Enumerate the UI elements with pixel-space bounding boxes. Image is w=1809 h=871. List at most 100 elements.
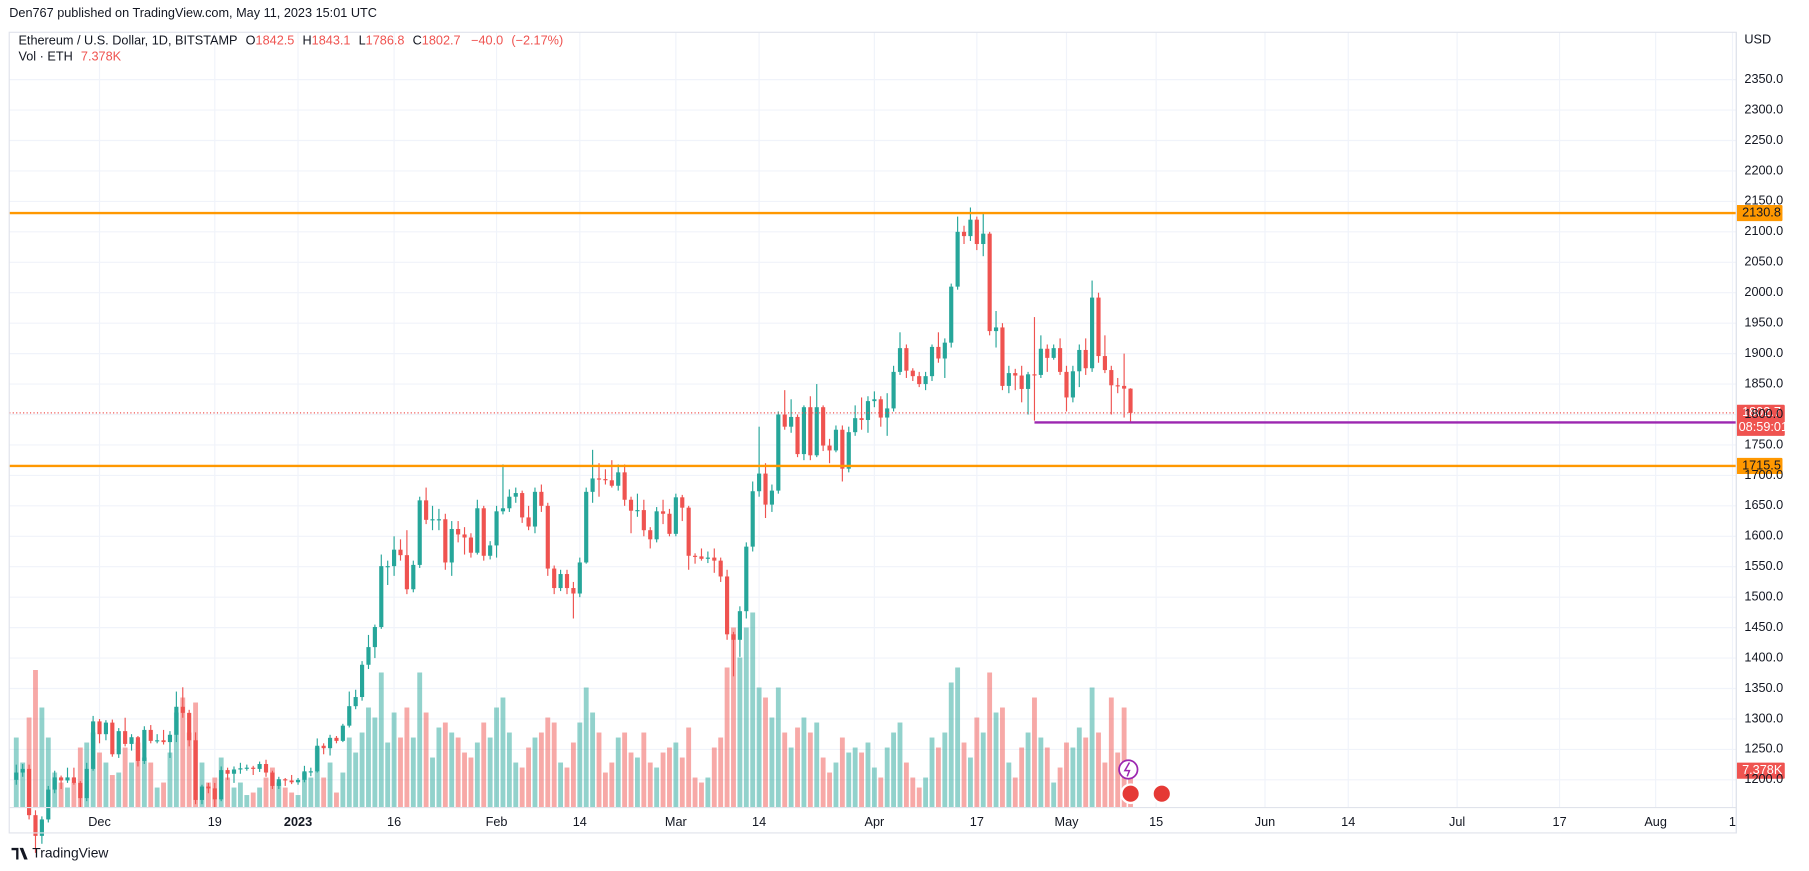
volume-bar xyxy=(692,777,698,808)
volume-bar xyxy=(423,712,429,808)
volume-bar xyxy=(33,670,38,808)
volume-bar xyxy=(660,752,666,808)
volume-bar xyxy=(775,687,781,808)
candles xyxy=(14,207,1133,853)
volume-bar xyxy=(526,747,531,808)
candle-body xyxy=(1102,356,1107,371)
volume-bar xyxy=(833,762,839,808)
candle-body xyxy=(385,566,390,568)
currency: USD xyxy=(1744,33,1771,47)
volume-bar xyxy=(1064,742,1069,808)
candle-body xyxy=(39,819,44,836)
change-pct: (−2.17%) xyxy=(511,34,563,48)
volume-bar xyxy=(359,732,365,808)
candle-body xyxy=(628,499,634,511)
volume-bar xyxy=(1089,687,1095,808)
volume-bar xyxy=(763,697,768,808)
event-icon-bolt xyxy=(1123,762,1131,777)
candle-body xyxy=(929,346,935,377)
candle-body xyxy=(199,786,205,800)
candle-body xyxy=(366,647,371,665)
candle-body xyxy=(974,219,979,245)
candle-body xyxy=(436,519,441,521)
candle-body xyxy=(1019,375,1024,389)
o-label: O xyxy=(246,34,256,48)
candle-body xyxy=(827,445,832,451)
volume-bar xyxy=(622,732,628,808)
volume-bar xyxy=(859,752,864,808)
volume-bar xyxy=(827,772,832,808)
candle-body xyxy=(270,772,275,786)
candle-body xyxy=(52,777,57,790)
volume-bar xyxy=(545,717,551,808)
candle-body xyxy=(789,416,794,427)
candle-body xyxy=(494,511,499,546)
candle-body xyxy=(244,767,249,769)
candle-body xyxy=(1000,327,1005,386)
candle-body xyxy=(353,697,358,707)
volume-bar xyxy=(577,722,583,808)
c-label: C xyxy=(413,34,422,48)
volume-bar xyxy=(282,787,288,808)
volume-bar xyxy=(820,757,826,808)
candle-body xyxy=(641,510,646,531)
volume-bar xyxy=(71,782,77,808)
candle-body xyxy=(1077,349,1082,372)
volume-bar xyxy=(673,742,679,808)
candle-body xyxy=(513,493,518,497)
candle-body xyxy=(59,777,64,781)
volume-bar xyxy=(231,787,237,808)
volume-bar xyxy=(884,747,890,808)
x-tick-label: Jun xyxy=(1255,815,1275,829)
candle-body xyxy=(347,706,352,726)
volume-bar xyxy=(551,722,557,808)
x-tick-label: 1 xyxy=(1729,815,1736,829)
candle-body xyxy=(558,574,563,589)
candle-body xyxy=(699,556,704,559)
change: −40.0 xyxy=(471,34,503,48)
brand: TradingView xyxy=(32,844,109,860)
volume-bar xyxy=(237,782,243,808)
candle-body xyxy=(1058,348,1063,372)
volume-bar xyxy=(449,732,455,808)
y-tick-label: 1950.0 xyxy=(1744,316,1783,330)
candle-body xyxy=(206,786,211,789)
candle-body xyxy=(283,779,288,781)
event-icon[interactable] xyxy=(1118,759,1139,780)
publish-note: Den767 published on TradingView.com, May… xyxy=(9,6,377,20)
volume-bar xyxy=(257,787,263,808)
flag-icon[interactable] xyxy=(1120,783,1142,805)
c-value: 1802.7 xyxy=(422,34,461,48)
candle-body xyxy=(840,429,845,469)
candle-body xyxy=(917,376,922,385)
candle-body xyxy=(1064,371,1069,398)
volume-bar xyxy=(20,762,26,808)
volume-bar xyxy=(750,612,756,808)
candle-body xyxy=(1013,373,1018,376)
volume-bar xyxy=(519,767,525,808)
volume-bar xyxy=(1096,732,1101,808)
volume-bar xyxy=(1108,697,1114,808)
candle-body xyxy=(891,371,896,409)
volume-bar xyxy=(756,687,762,808)
volume-bar xyxy=(129,762,134,808)
candle-body xyxy=(71,777,76,783)
candle-body xyxy=(725,576,730,635)
volume-bar xyxy=(929,737,935,808)
volume-bar xyxy=(865,742,871,808)
volume-bar xyxy=(878,777,884,808)
candle-body xyxy=(481,508,486,556)
candle-body xyxy=(539,491,544,506)
flag-icon[interactable] xyxy=(1151,783,1173,805)
volume-bar xyxy=(334,792,339,808)
y-tick-label: 1250.0 xyxy=(1744,742,1783,756)
volume-tag-label: 7.378K xyxy=(1742,763,1783,777)
candle-body xyxy=(257,764,262,769)
y-tick-label: 1400.0 xyxy=(1744,650,1783,664)
y-tick-label: 1600.0 xyxy=(1744,529,1783,543)
candle-body xyxy=(757,473,762,492)
volume-bar xyxy=(891,732,897,808)
candle-body xyxy=(744,546,749,612)
candle-body xyxy=(993,327,999,332)
